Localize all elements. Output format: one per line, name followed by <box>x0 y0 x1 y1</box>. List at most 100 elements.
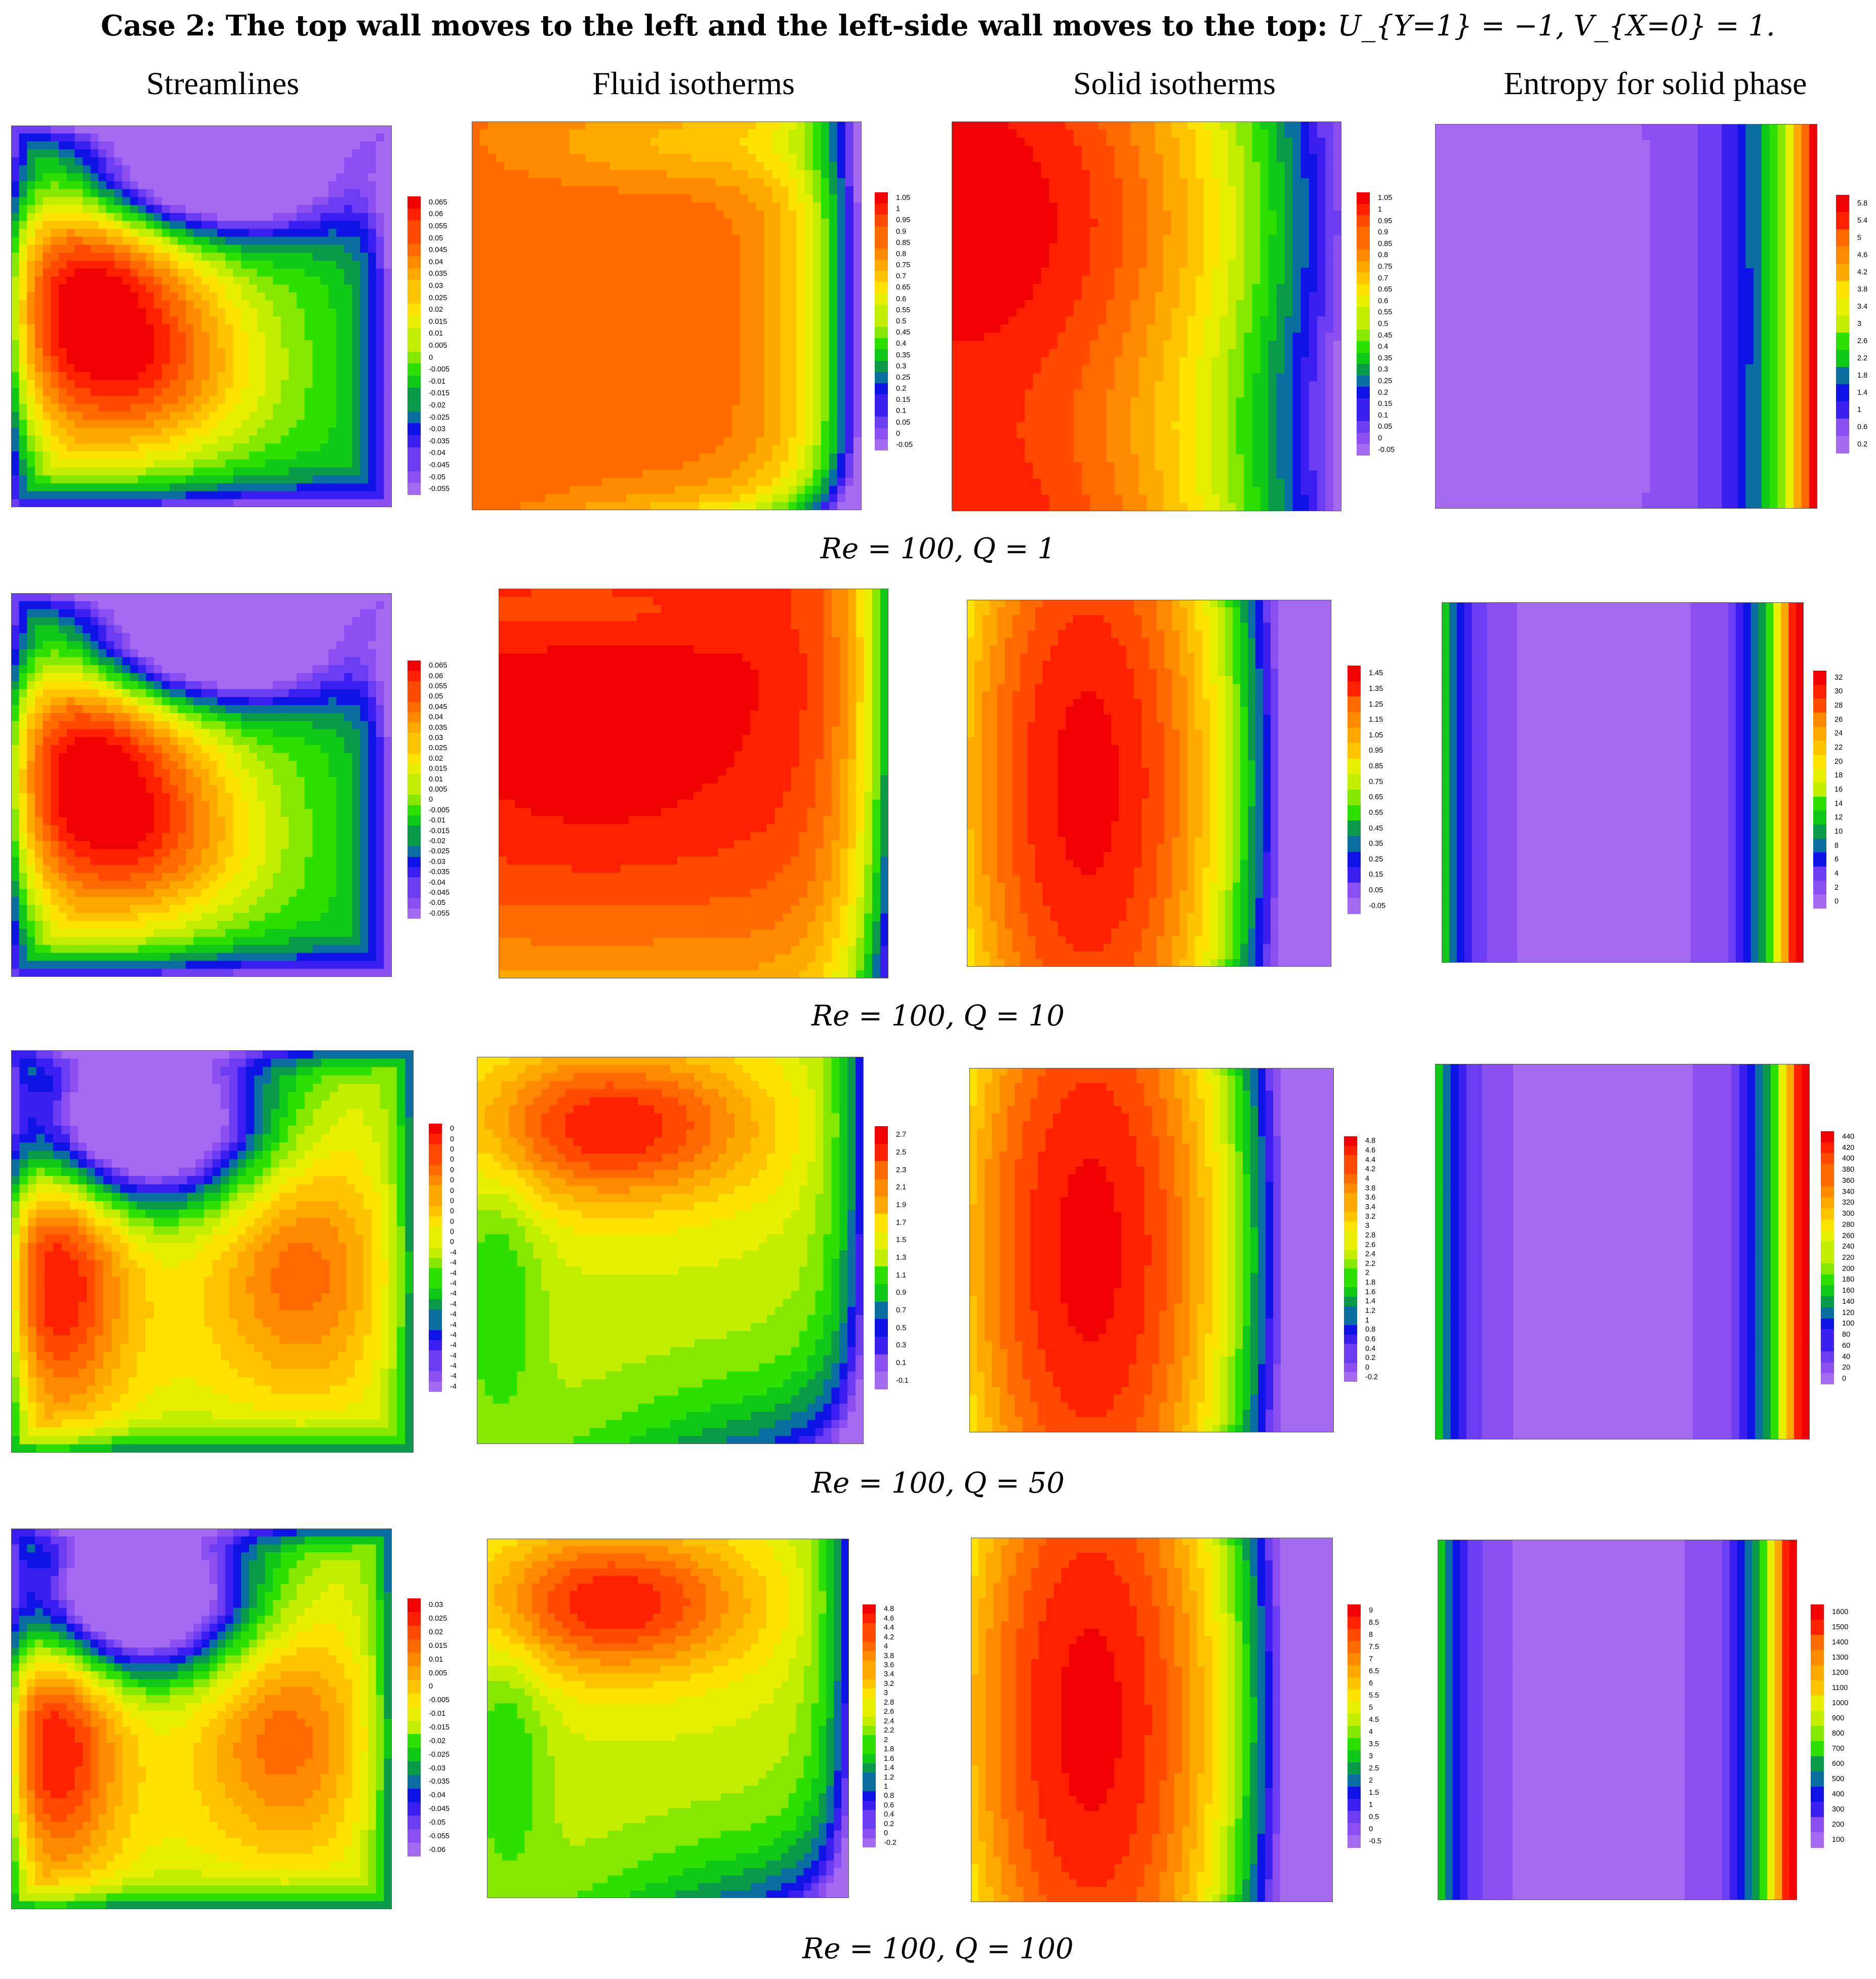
colorbar-swatch <box>1821 1340 1834 1352</box>
colorbar-tick-label: 0.75 <box>1369 778 1383 786</box>
colorbar-tick-label: -4 <box>450 1280 457 1288</box>
colorbar-tick-label: -0.05 <box>429 473 445 481</box>
colorbar-swatch <box>875 271 888 282</box>
colorbar-tick-label: 240 <box>1842 1243 1854 1251</box>
colorbar-swatch <box>875 394 888 406</box>
colorbar-swatch <box>407 1761 421 1776</box>
colorbar-tick-label: 40 <box>1842 1353 1850 1360</box>
colorbar-tick-label: 1300 <box>1832 1654 1848 1662</box>
colorbar-swatch <box>429 1195 442 1207</box>
colorbar-swatch <box>429 1381 442 1392</box>
colorbar-swatch <box>875 304 888 316</box>
colorbar-swatch <box>875 1126 888 1144</box>
colorbar-tick-label: 0.8 <box>1365 1326 1375 1334</box>
colorbar-tick-label: 0.045 <box>429 704 447 711</box>
colorbar-swatch <box>875 338 888 350</box>
colorbar-swatch <box>407 898 421 909</box>
colorbar-tick-label: 1000 <box>1832 1700 1848 1707</box>
colorbar-tick-label: 3.8 <box>884 1652 894 1660</box>
colorbar-swatch <box>407 459 421 472</box>
contour-plot-streamlines-row-3 <box>11 1050 414 1453</box>
colorbar-tick-label: -0.05 <box>1378 446 1395 453</box>
contour-plot-entropy-solid-phase-row-4 <box>1438 1540 1797 1900</box>
colorbar-tick-label: -4 <box>450 1290 457 1298</box>
colorbar-tick-label: 200 <box>1842 1265 1854 1272</box>
colorbar-swatch <box>875 1354 888 1372</box>
colorbar-tick-label: 0.55 <box>896 307 910 314</box>
colorbar-swatch <box>1813 740 1826 755</box>
contour-plot-fluid-isotherms-row-1 <box>472 121 862 510</box>
colorbar-swatch <box>1344 1174 1357 1184</box>
colorbar-legend-entropy-solid-phase-row-2: 32 30 28 26 24 22 20 18 16 14 12 10 8 6 4 2 0 <box>1813 671 1869 909</box>
colorbar-swatch <box>863 1670 876 1680</box>
colorbar-swatch <box>875 1196 888 1214</box>
colorbar-swatch <box>429 1330 442 1341</box>
colorbar-tick-label: 1 <box>1369 1801 1373 1809</box>
colorbar-tick-label: -0.02 <box>429 838 445 845</box>
colorbar-swatch <box>1344 1183 1357 1193</box>
contour-field-fluid-isotherms <box>472 121 862 510</box>
colorbar-swatch <box>407 363 421 376</box>
colorbar-swatch <box>875 1337 888 1355</box>
colorbar-tick-label: 2.7 <box>896 1131 906 1139</box>
colorbar-swatch <box>1344 1145 1357 1156</box>
contour-plot-fluid-isotherms-row-3 <box>477 1057 864 1444</box>
colorbar-swatch <box>407 376 421 388</box>
colorbar-tick-label: 0.06 <box>429 672 443 680</box>
colorbar-tick-label: -4 <box>450 1363 457 1370</box>
contour-field-fluid-isotherms <box>499 589 888 978</box>
colorbar-tick-label: 2 <box>884 1736 888 1744</box>
colorbar-tick-label: 5 <box>1857 234 1861 242</box>
figure-title: Case 2: The top wall moves to the left a… <box>0 9 1876 43</box>
colorbar-tick-label: 0.02 <box>429 306 443 314</box>
colorbar-swatch <box>429 1289 442 1300</box>
colorbar-swatch <box>1348 1823 1361 1836</box>
colorbar-tick-label: -0.03 <box>429 858 445 866</box>
colorbar-tick-label: 0.75 <box>1378 263 1392 271</box>
colorbar-tick-label: 1400 <box>1832 1639 1848 1646</box>
colorbar-swatch <box>1821 1186 1834 1198</box>
colorbar-swatch <box>1357 329 1370 342</box>
colorbar-swatch <box>407 340 421 352</box>
colorbar-swatch <box>1344 1277 1357 1288</box>
colorbar-legend-fluid-isotherms-row-3: 2.7 2.5 2.3 2.1 1.9 1.7 1.5 1.3 1.1 0.9 0.7 0.5 0.3 0… <box>875 1126 930 1390</box>
colorbar-tick-label: -0.06 <box>429 1846 445 1853</box>
colorbar-tick-label: 1.25 <box>1369 700 1383 708</box>
colorbar-tick-label: 6 <box>1369 1680 1373 1687</box>
colorbar-swatch <box>1357 444 1370 456</box>
colorbar-swatch <box>407 351 421 364</box>
colorbar-tick-label: 5.4 <box>1857 217 1867 225</box>
colorbar-swatch <box>407 805 421 816</box>
colorbar-tick-label: -0.04 <box>429 879 445 886</box>
colorbar-tick-label: 100 <box>1842 1320 1854 1328</box>
row-caption-3: Re = 100, Q = 50 <box>0 1467 1876 1500</box>
colorbar-swatch <box>1348 696 1361 713</box>
colorbar-swatch <box>407 795 421 806</box>
contour-field-entropy-solid-phase <box>1442 602 1804 963</box>
colorbar-swatch <box>1813 824 1826 839</box>
colorbar-swatch <box>1357 398 1370 410</box>
colorbar-swatch <box>863 1623 876 1633</box>
colorbar-tick-label: 2.8 <box>1365 1232 1375 1240</box>
colorbar-swatch <box>1821 1274 1834 1286</box>
colorbar-tick-label: 2.3 <box>896 1166 906 1174</box>
colorbar-tick-label: 0.6 <box>1378 298 1388 305</box>
colorbar-swatch <box>407 887 421 898</box>
colorbar-tick-label: 0.065 <box>429 199 447 207</box>
colorbar-swatch <box>1836 212 1849 230</box>
colorbar-swatch <box>1836 350 1849 367</box>
colorbar-tick-label: 4.4 <box>884 1624 894 1632</box>
colorbar-swatch <box>1836 367 1849 385</box>
colorbar-swatch <box>1348 1738 1361 1751</box>
colorbar-tick-label: 0.045 <box>429 246 447 254</box>
colorbar-tick-label: 0.06 <box>429 211 443 218</box>
colorbar-swatch <box>407 399 421 412</box>
colorbar-swatch <box>407 1693 421 1708</box>
colorbar-tick-label: 4.5 <box>1369 1716 1379 1724</box>
colorbar-swatch <box>1821 1131 1834 1143</box>
colorbar-tick-label: 7 <box>1369 1656 1373 1663</box>
colorbar-tick-label: -0.04 <box>429 1792 445 1799</box>
colorbar-tick-label: 600 <box>1832 1760 1844 1768</box>
colorbar-tick-label: 16 <box>1834 786 1843 794</box>
colorbar-tick-label: 4.2 <box>1857 269 1867 276</box>
